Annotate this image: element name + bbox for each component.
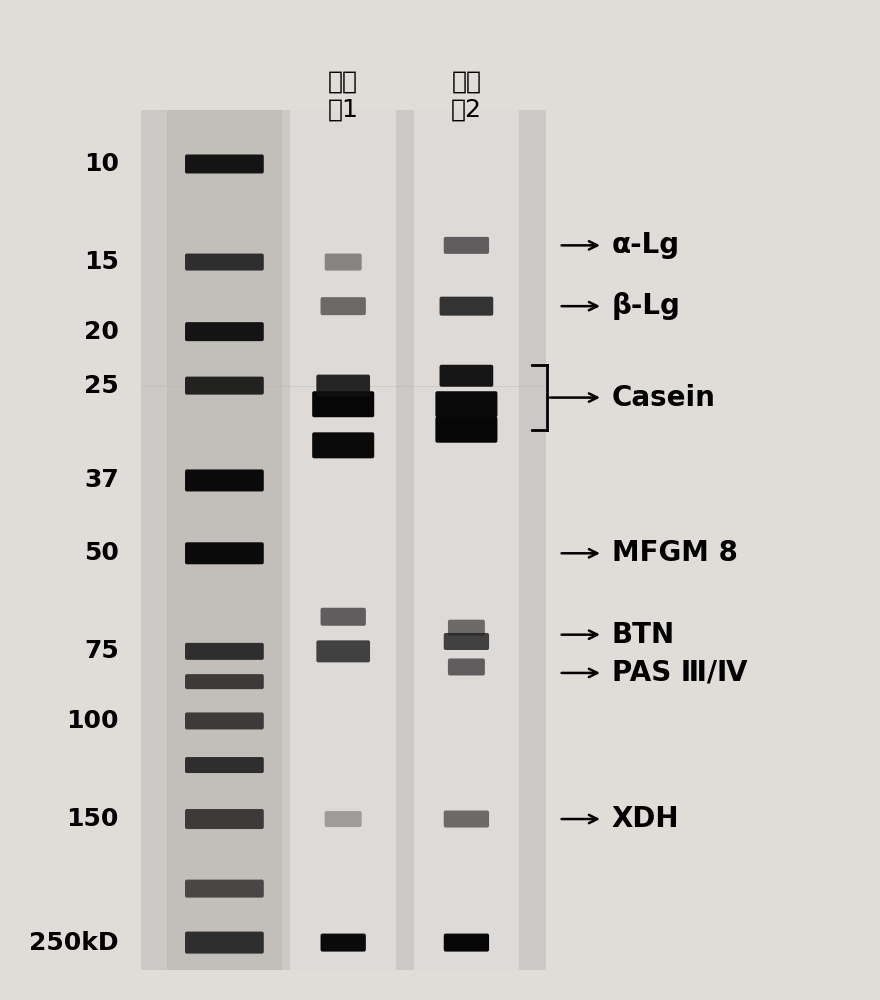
FancyBboxPatch shape [185, 809, 264, 829]
FancyBboxPatch shape [185, 880, 264, 898]
FancyBboxPatch shape [185, 643, 264, 660]
FancyBboxPatch shape [444, 237, 489, 254]
Text: 75: 75 [84, 639, 119, 663]
Text: 25: 25 [84, 374, 119, 398]
Text: 150: 150 [66, 807, 119, 831]
FancyBboxPatch shape [320, 608, 366, 626]
FancyBboxPatch shape [185, 254, 264, 271]
Text: α-Lg: α-Lg [612, 231, 679, 259]
FancyBboxPatch shape [320, 297, 366, 315]
Text: PAS Ⅲ/Ⅳ: PAS Ⅲ/Ⅳ [612, 659, 747, 687]
FancyBboxPatch shape [185, 377, 264, 395]
FancyBboxPatch shape [167, 110, 282, 970]
FancyBboxPatch shape [444, 934, 489, 952]
FancyBboxPatch shape [444, 633, 489, 650]
FancyBboxPatch shape [185, 757, 264, 773]
FancyBboxPatch shape [444, 811, 489, 828]
FancyBboxPatch shape [317, 375, 370, 397]
FancyBboxPatch shape [448, 658, 485, 675]
FancyBboxPatch shape [448, 620, 485, 636]
FancyBboxPatch shape [440, 297, 493, 316]
Text: 15: 15 [84, 250, 119, 274]
Text: 对照
例2: 对照 例2 [451, 70, 482, 122]
Text: 20: 20 [84, 320, 119, 344]
FancyBboxPatch shape [320, 934, 366, 952]
FancyBboxPatch shape [414, 110, 519, 970]
FancyBboxPatch shape [185, 674, 264, 689]
FancyBboxPatch shape [436, 391, 497, 417]
Text: XDH: XDH [612, 805, 679, 833]
Text: β-Lg: β-Lg [612, 292, 680, 320]
Text: 10: 10 [84, 152, 119, 176]
Text: 50: 50 [84, 541, 119, 565]
Text: 100: 100 [66, 709, 119, 733]
FancyBboxPatch shape [312, 432, 374, 458]
FancyBboxPatch shape [312, 391, 374, 417]
FancyBboxPatch shape [185, 322, 264, 341]
Text: Casein: Casein [612, 384, 715, 412]
Text: 实施
例1: 实施 例1 [327, 70, 359, 122]
FancyBboxPatch shape [325, 811, 362, 827]
FancyBboxPatch shape [317, 640, 370, 662]
Text: BTN: BTN [612, 621, 675, 649]
FancyBboxPatch shape [185, 932, 264, 954]
Text: 37: 37 [84, 468, 119, 492]
FancyBboxPatch shape [185, 469, 264, 491]
FancyBboxPatch shape [185, 712, 264, 729]
FancyBboxPatch shape [440, 365, 493, 387]
FancyBboxPatch shape [185, 154, 264, 173]
Text: MFGM 8: MFGM 8 [612, 539, 737, 567]
Text: 250kD: 250kD [29, 931, 119, 955]
FancyBboxPatch shape [141, 110, 546, 970]
FancyBboxPatch shape [185, 542, 264, 564]
FancyBboxPatch shape [436, 417, 497, 443]
FancyBboxPatch shape [290, 110, 396, 970]
FancyBboxPatch shape [325, 254, 362, 271]
